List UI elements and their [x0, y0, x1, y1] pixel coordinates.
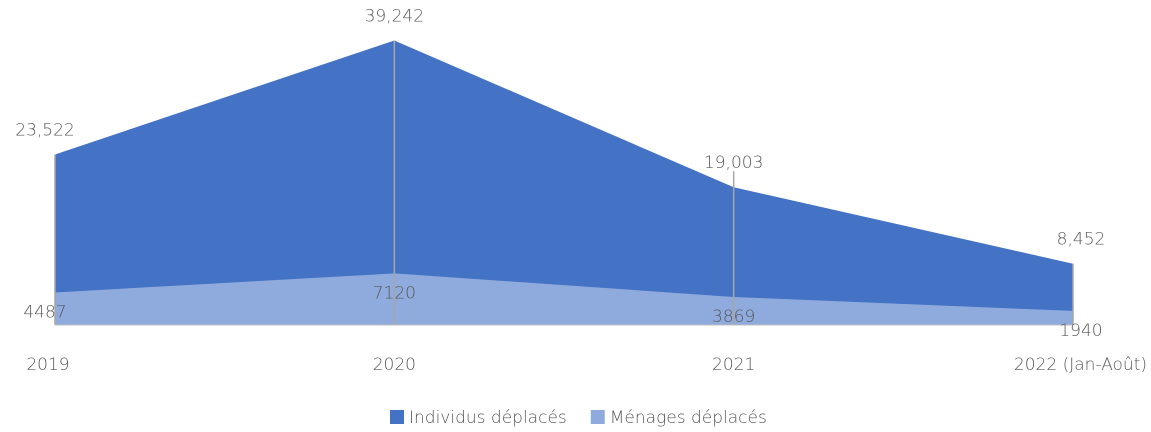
x-tick-label: 2020 [373, 355, 416, 375]
x-tick-label: 2019 [26, 355, 69, 375]
data-label: 39,242 [365, 6, 424, 26]
legend-swatch [590, 410, 605, 424]
data-label: 8,452 [1057, 230, 1106, 250]
x-tick-label: 2021 [712, 355, 755, 375]
data-label: 4487 [23, 302, 66, 322]
area [55, 273, 1073, 325]
data-label: 19,003 [704, 153, 763, 173]
area [55, 40, 1073, 326]
data-label: 3869 [712, 307, 755, 327]
data-label: 1940 [1059, 321, 1102, 341]
legend-label: Ménages déplacés [610, 408, 767, 428]
x-tick-label: 2022 (Jan-Août) [1014, 355, 1147, 375]
legend-swatch [390, 410, 404, 424]
data-label: 7120 [373, 283, 416, 303]
data-label: 23,522 [15, 120, 74, 140]
legend-label: Individus déplacés [409, 408, 567, 428]
